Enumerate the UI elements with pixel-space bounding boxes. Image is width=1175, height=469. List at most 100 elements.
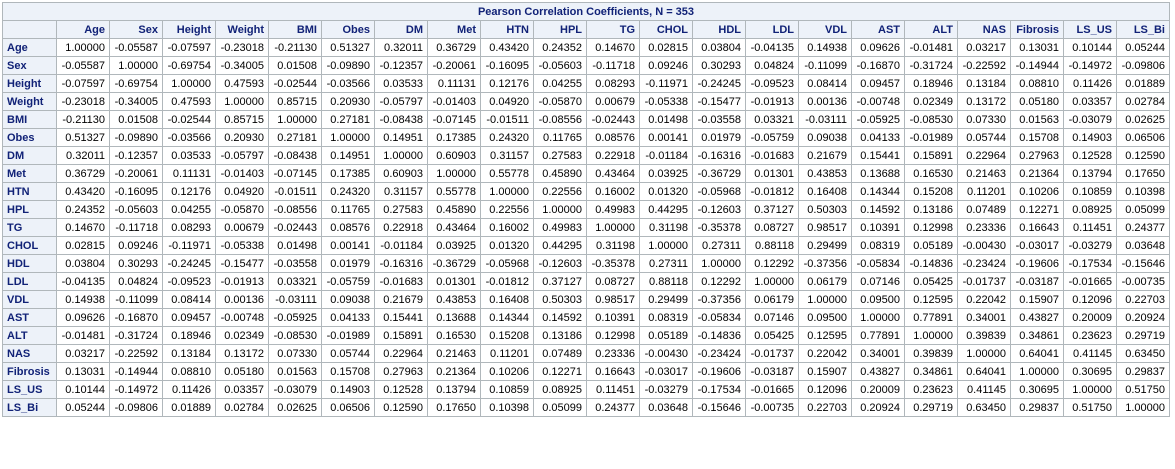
table-cell: 0.49983 bbox=[533, 218, 587, 237]
table-cell: -0.11971 bbox=[162, 236, 216, 255]
table-cell: -0.24245 bbox=[162, 254, 216, 273]
column-header-row: Age Sex Height Weight BMI Obes DM Met HTN HPL TG CH… bbox=[2, 20, 1170, 39]
table-row: LS_US 0.10144 -0.14972 0.11426 0.03357 -0.030… bbox=[2, 380, 1170, 399]
table-cell: 0.08319 bbox=[851, 236, 905, 255]
table-cell: 1.00000 bbox=[586, 218, 640, 237]
table-cell: 1.00000 bbox=[692, 254, 746, 273]
table-cell: -0.14944 bbox=[109, 362, 163, 381]
table-cell: 0.51327 bbox=[321, 38, 375, 57]
table-cell: 0.08925 bbox=[533, 380, 587, 399]
table-cell: 0.27583 bbox=[374, 200, 428, 219]
table-cell: -0.04135 bbox=[56, 272, 110, 291]
table-cell: -0.15477 bbox=[692, 92, 746, 111]
row-header: HDL bbox=[2, 254, 57, 273]
table-cell: 0.21679 bbox=[798, 146, 852, 165]
table-row: BMI -0.21130 0.01508 -0.02544 0.85715 1.00000… bbox=[2, 110, 1170, 129]
table-cell: -0.03566 bbox=[321, 74, 375, 93]
correlation-output: Pearson Correlation Coefficients, N = 35… bbox=[2, 2, 1170, 417]
table-cell: 0.24377 bbox=[1116, 218, 1170, 237]
table-cell: 0.03321 bbox=[745, 110, 799, 129]
table-cell: 0.04133 bbox=[321, 308, 375, 327]
table-cell: 0.12292 bbox=[692, 272, 746, 291]
table-cell: 0.16408 bbox=[480, 290, 534, 309]
table-cell: 0.15891 bbox=[374, 326, 428, 345]
table-cell: 0.18946 bbox=[162, 326, 216, 345]
table-cell: 0.14670 bbox=[56, 218, 110, 237]
table-cell: 0.07330 bbox=[957, 110, 1011, 129]
table-cell: -0.08556 bbox=[533, 110, 587, 129]
table-cell: -0.05587 bbox=[56, 56, 110, 75]
table-cell: 0.01320 bbox=[480, 236, 534, 255]
table-cell: 0.29837 bbox=[1010, 398, 1064, 417]
table-cell: 0.07330 bbox=[268, 344, 322, 363]
table-cell: 0.02784 bbox=[1116, 92, 1170, 111]
column-header: LDL bbox=[745, 20, 799, 39]
corner-cell bbox=[2, 20, 57, 39]
table-cell: 0.98517 bbox=[798, 218, 852, 237]
table-cell: 0.22556 bbox=[480, 200, 534, 219]
table-cell: 0.06506 bbox=[1116, 128, 1170, 147]
table-cell: 0.16643 bbox=[1010, 218, 1064, 237]
table-cell: -0.69754 bbox=[162, 56, 216, 75]
table-cell: 1.00000 bbox=[904, 326, 958, 345]
row-header: VDL bbox=[2, 290, 57, 309]
column-header: DM bbox=[374, 20, 428, 39]
table-cell: -0.36729 bbox=[692, 164, 746, 183]
table-cell: 0.05425 bbox=[904, 272, 958, 291]
table-cell: -0.23018 bbox=[56, 92, 110, 111]
column-header: Weight bbox=[215, 20, 269, 39]
table-cell: 1.00000 bbox=[268, 110, 322, 129]
table-cell: 0.37127 bbox=[745, 200, 799, 219]
table-row: Sex -0.05587 1.00000 -0.69754 -0.34005 0.0150… bbox=[2, 56, 1170, 75]
table-cell: -0.05338 bbox=[215, 236, 269, 255]
table-cell: 0.22556 bbox=[533, 182, 587, 201]
table-cell: -0.01737 bbox=[745, 344, 799, 363]
table-cell: 0.06179 bbox=[798, 272, 852, 291]
table-cell: 0.36729 bbox=[427, 38, 481, 57]
table-cell: 0.22042 bbox=[957, 290, 1011, 309]
column-header: CHOL bbox=[639, 20, 693, 39]
table-cell: -0.21130 bbox=[268, 38, 322, 57]
table-cell: 0.43853 bbox=[798, 164, 852, 183]
column-header: TG bbox=[586, 20, 640, 39]
table-cell: 0.03925 bbox=[639, 164, 693, 183]
table-row: NAS 0.03217 -0.22592 0.13184 0.13172 0.07330 0… bbox=[2, 344, 1170, 363]
table-cell: -0.00735 bbox=[745, 398, 799, 417]
table-cell: -0.03558 bbox=[268, 254, 322, 273]
table-cell: 0.30695 bbox=[1063, 362, 1117, 381]
table-cell: -0.09523 bbox=[162, 272, 216, 291]
table-cell: -0.03558 bbox=[692, 110, 746, 129]
table-cell: 0.01320 bbox=[639, 182, 693, 201]
table-cell: 0.11426 bbox=[1063, 74, 1117, 93]
table-cell: -0.05797 bbox=[374, 92, 428, 111]
table-cell: -0.12603 bbox=[692, 200, 746, 219]
table-row: Obes 0.51327 -0.09890 -0.03566 0.20930 0.2718… bbox=[2, 128, 1170, 147]
table-row: HPL 0.24352 -0.05603 0.04255 -0.05870 -0.0855… bbox=[2, 200, 1170, 219]
table-cell: 0.00679 bbox=[586, 92, 640, 111]
table-cell: -0.35378 bbox=[586, 254, 640, 273]
table-cell: -0.34005 bbox=[215, 56, 269, 75]
table-cell: 0.22042 bbox=[798, 344, 852, 363]
table-cell: 0.00136 bbox=[215, 290, 269, 309]
row-header: CHOL bbox=[2, 236, 57, 255]
table-cell: 0.03925 bbox=[427, 236, 481, 255]
table-cell: 0.04920 bbox=[480, 92, 534, 111]
table-cell: -0.03111 bbox=[268, 290, 322, 309]
table-cell: 0.04824 bbox=[109, 272, 163, 291]
table-cell: 0.47593 bbox=[162, 92, 216, 111]
row-header: DM bbox=[2, 146, 57, 165]
table-cell: 0.45890 bbox=[533, 164, 587, 183]
table-cell: 0.64041 bbox=[957, 362, 1011, 381]
table-cell: 0.09246 bbox=[639, 56, 693, 75]
table-cell: 0.01889 bbox=[162, 398, 216, 417]
table-cell: 0.15708 bbox=[1010, 128, 1064, 147]
table-cell: 0.05180 bbox=[1010, 92, 1064, 111]
table-cell: 0.09246 bbox=[109, 236, 163, 255]
column-header: HPL bbox=[533, 20, 587, 39]
table-cell: 0.12271 bbox=[1010, 200, 1064, 219]
table-cell: 0.10144 bbox=[56, 380, 110, 399]
table-cell: -0.03017 bbox=[639, 362, 693, 381]
table-cell: 0.29719 bbox=[1116, 326, 1170, 345]
table-cell: 0.21463 bbox=[957, 164, 1011, 183]
correlation-table: Pearson Correlation Coefficients, N = 35… bbox=[2, 2, 1170, 417]
